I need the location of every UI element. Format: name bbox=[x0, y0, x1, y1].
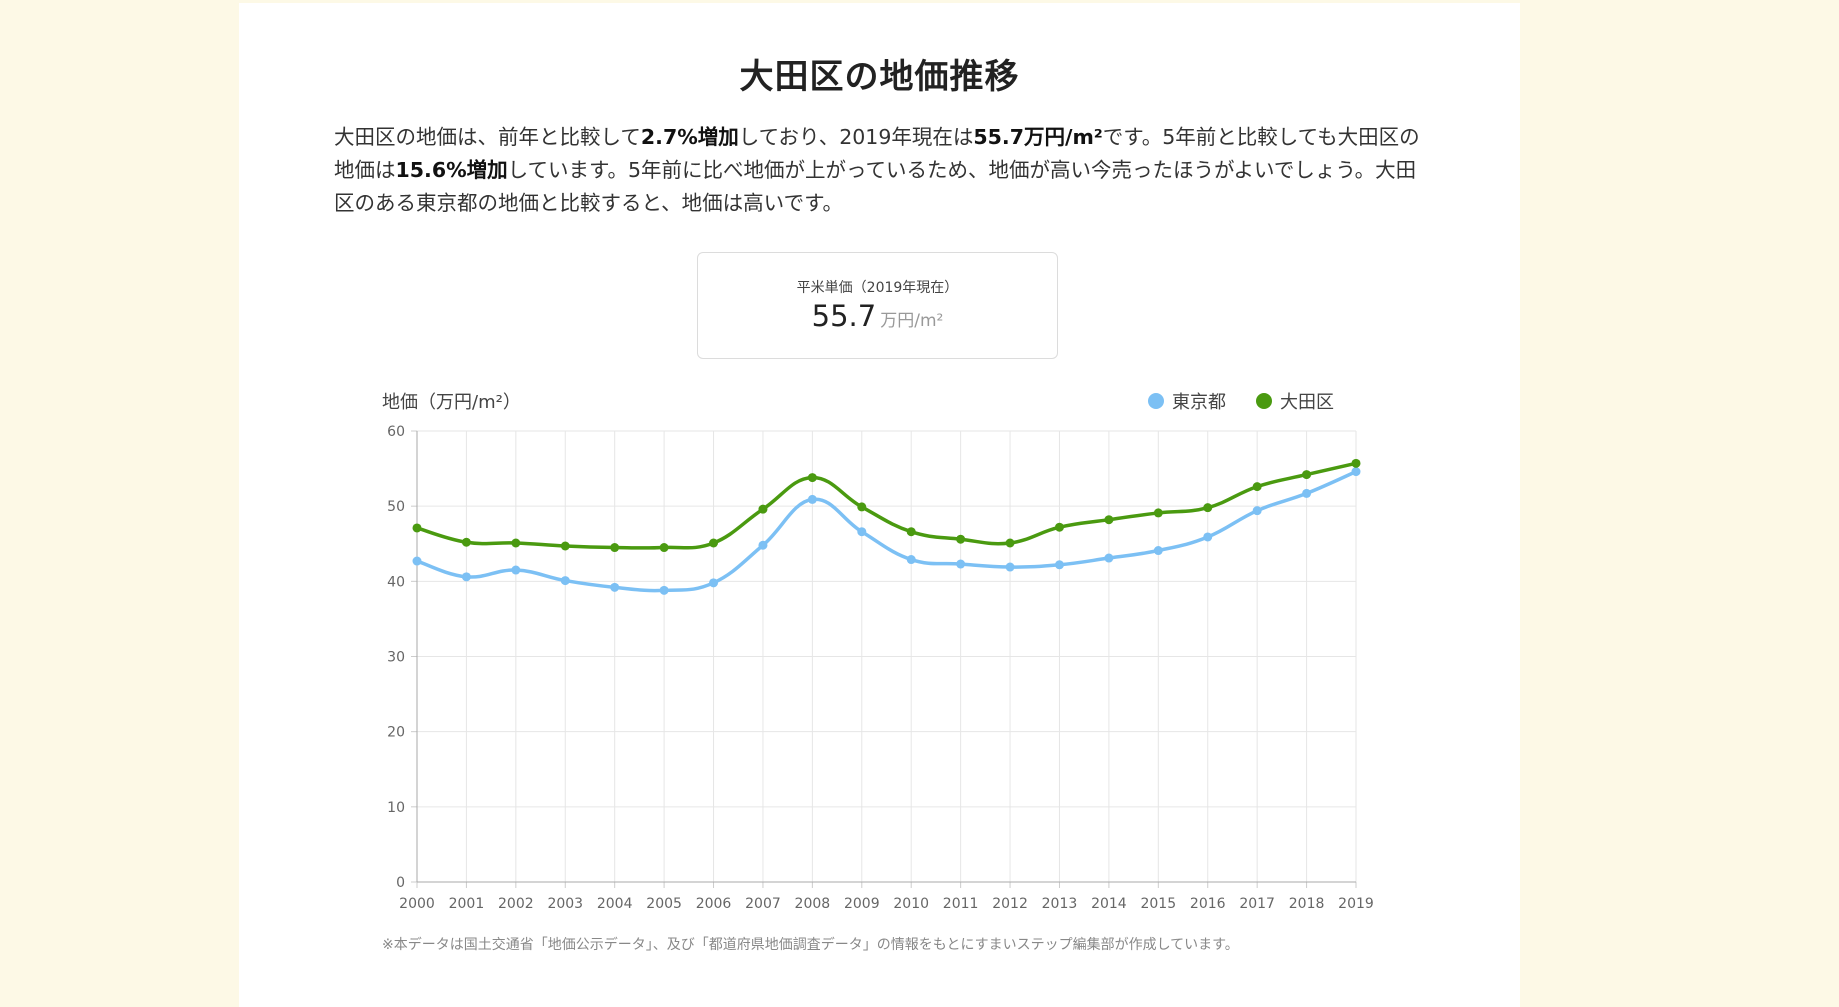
content-panel: 大田区の地価推移 大田区の地価は、前年と比較して2.7%増加しており、2019年… bbox=[239, 3, 1520, 1007]
data-point-ota bbox=[1203, 503, 1213, 513]
legend-dot-tokyo bbox=[1148, 393, 1164, 409]
stat-value: 55.7 bbox=[811, 299, 877, 333]
chart-legend: 東京都 大田区 bbox=[1148, 388, 1334, 414]
data-point-ota bbox=[758, 504, 768, 514]
data-point-ota bbox=[1302, 470, 1312, 480]
data-point-tokyo bbox=[956, 559, 966, 569]
data-point-tokyo bbox=[758, 540, 768, 550]
x-tick-label: 2010 bbox=[893, 896, 929, 912]
data-point-tokyo bbox=[1104, 553, 1114, 563]
data-point-ota bbox=[1351, 458, 1361, 468]
data-point-tokyo bbox=[1252, 506, 1262, 516]
page-title: 大田区の地価推移 bbox=[739, 57, 1020, 97]
x-tick-label: 2011 bbox=[943, 896, 979, 912]
data-point-tokyo bbox=[906, 555, 916, 565]
data-point-tokyo bbox=[1005, 562, 1015, 572]
stat-unit: 万円/m² bbox=[880, 311, 944, 331]
data-point-tokyo bbox=[511, 565, 521, 575]
x-tick-label: 2015 bbox=[1140, 896, 1176, 912]
x-tick-label: 2017 bbox=[1239, 896, 1275, 912]
data-point-ota bbox=[857, 502, 867, 512]
data-point-ota bbox=[1252, 482, 1262, 492]
data-point-ota bbox=[1054, 522, 1064, 532]
unit-price-stat-box: 平米単価（2019年現在） 55.7 万円/m² bbox=[697, 252, 1058, 359]
x-tick-label: 2018 bbox=[1289, 896, 1325, 912]
land-price-line-chart: 0 10 20 30 40 50 60 2000 2001 2002 2003 2004 2005 200… bbox=[387, 424, 1374, 912]
stat-label: 平米単価（2019年現在） bbox=[796, 280, 959, 296]
data-point-tokyo bbox=[1153, 546, 1163, 556]
description-part-2: しており、2019年現在は bbox=[738, 125, 974, 149]
data-point-tokyo bbox=[1351, 467, 1361, 477]
data-point-tokyo bbox=[461, 572, 471, 582]
legend-label-ota: 大田区 bbox=[1280, 392, 1334, 413]
x-tick-label: 2006 bbox=[696, 896, 732, 912]
description-current-price: 55.7万円/m² bbox=[973, 125, 1103, 149]
data-point-tokyo bbox=[1302, 488, 1312, 498]
data-point-ota bbox=[659, 543, 669, 553]
x-tick-label: 2007 bbox=[745, 896, 781, 912]
data-point-ota bbox=[807, 473, 817, 483]
data-point-ota bbox=[412, 523, 422, 533]
description-part-1: 大田区の地価は、前年と比較して bbox=[334, 125, 641, 149]
x-tick-label: 2003 bbox=[547, 896, 583, 912]
x-tick-label: 2008 bbox=[795, 896, 831, 912]
description-part-3: です。5年前と比較しても大田区の地価は bbox=[334, 125, 1420, 182]
data-point-ota bbox=[956, 534, 966, 544]
y-tick-label: 10 bbox=[387, 800, 405, 816]
x-tick-label: 2001 bbox=[449, 896, 485, 912]
legend-item-ota[interactable]: 大田区 bbox=[1256, 388, 1334, 414]
data-point-tokyo bbox=[1203, 532, 1213, 542]
data-point-tokyo bbox=[807, 494, 817, 504]
x-tick-label: 2013 bbox=[1042, 896, 1078, 912]
description-yoy-change: 2.7%増加 bbox=[640, 125, 739, 149]
legend-item-tokyo[interactable]: 東京都 bbox=[1148, 388, 1226, 414]
x-tick-label: 2019 bbox=[1338, 896, 1374, 912]
x-tick-label: 2016 bbox=[1190, 896, 1226, 912]
x-tick-label: 2014 bbox=[1091, 896, 1127, 912]
data-point-tokyo bbox=[560, 576, 570, 586]
data-point-ota bbox=[1104, 515, 1114, 525]
description-part-4: しています。5年前に比べ地価が上がっているため、地価が高い今売ったほうがよいでし… bbox=[334, 158, 1417, 215]
description-text: 大田区の地価は、前年と比較して2.7%増加しており、2019年現在は55.7万円… bbox=[334, 121, 1429, 220]
data-point-ota bbox=[610, 543, 620, 553]
y-tick-label: 0 bbox=[396, 875, 405, 891]
x-tick-label: 2005 bbox=[646, 896, 682, 912]
stat-value-row: 55.7 万円/m² bbox=[698, 299, 1057, 333]
data-point-tokyo bbox=[610, 582, 620, 592]
y-tick-label: 40 bbox=[387, 574, 405, 590]
y-tick-label: 50 bbox=[387, 499, 405, 515]
series-line-ota bbox=[416, 461, 1357, 550]
legend-label-tokyo: 東京都 bbox=[1172, 392, 1226, 413]
legend-dot-ota bbox=[1256, 393, 1272, 409]
y-tick-label: 60 bbox=[387, 424, 405, 440]
y-tick-label: 20 bbox=[387, 725, 405, 741]
x-tick-label: 2009 bbox=[844, 896, 880, 912]
data-point-ota bbox=[1005, 538, 1015, 548]
data-point-tokyo bbox=[412, 556, 422, 566]
data-point-tokyo bbox=[857, 527, 867, 537]
data-point-ota bbox=[1153, 508, 1163, 518]
x-tick-label: 2000 bbox=[399, 896, 435, 912]
data-point-tokyo bbox=[1054, 560, 1064, 570]
data-point-ota bbox=[560, 541, 570, 551]
data-point-ota bbox=[709, 538, 719, 548]
data-point-ota bbox=[511, 538, 521, 548]
x-tick-label: 2004 bbox=[597, 896, 633, 912]
x-tick-label: 2002 bbox=[498, 896, 534, 912]
y-tick-label: 30 bbox=[387, 650, 405, 666]
series-line-tokyo bbox=[416, 469, 1357, 593]
y-axis-title: 地価（万円/m²） bbox=[382, 392, 521, 413]
data-point-tokyo bbox=[709, 578, 719, 588]
data-point-tokyo bbox=[659, 585, 669, 595]
description-5yr-change: 15.6%増加 bbox=[395, 158, 508, 182]
data-point-ota bbox=[906, 527, 916, 537]
data-source-footnote: ※本データは国土交通省「地価公示データ」、及び「都道府県地価調査データ」の情報を… bbox=[382, 937, 1239, 953]
data-point-ota bbox=[461, 537, 471, 547]
x-tick-label: 2012 bbox=[992, 896, 1028, 912]
